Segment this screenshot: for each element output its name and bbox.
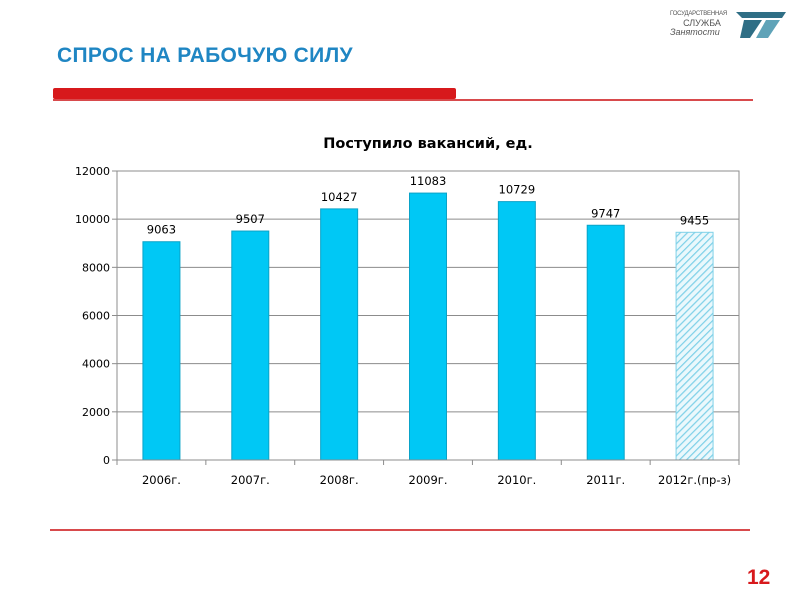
bar [231, 230, 270, 461]
bar [409, 192, 447, 461]
employment-service-emblem-icon [736, 12, 786, 38]
x-tick-label: 2011г. [586, 473, 625, 487]
logo-text-line1: ГОСУДАРСТВЕННАЯ [670, 11, 728, 17]
logo-text-line2: СЛУЖБА [683, 18, 721, 28]
y-tick-label: 12000 [75, 165, 110, 178]
data-label: 9063 [147, 223, 176, 237]
x-tick-label: 2010г. [497, 473, 536, 487]
logo-text-line3: Занятости [670, 27, 720, 37]
y-tick-label: 2000 [82, 406, 110, 419]
bottom-divider-line [50, 529, 750, 531]
x-tick-label: 2006г. [142, 473, 181, 487]
data-label: 9455 [680, 213, 709, 227]
data-label: 10729 [499, 183, 536, 197]
y-tick-label: 8000 [82, 261, 110, 274]
x-tick-label: 2007г. [231, 473, 270, 487]
data-label: 9747 [591, 206, 620, 220]
y-tick-label: 6000 [82, 310, 110, 323]
slide-title: СПРОС НА РАБОЧУЮ СИЛУ [57, 44, 353, 67]
x-tick-label: 2009г. [409, 473, 448, 487]
x-tick-label: 2012г.(пр-з) [658, 473, 731, 487]
chart-title: Поступило вакансий, ед. [323, 136, 533, 152]
bar [142, 241, 181, 461]
bar [497, 201, 536, 461]
bar [320, 208, 359, 461]
bar-forecast [675, 231, 714, 461]
y-tick-label: 10000 [75, 213, 110, 226]
employment-service-logo: ГОСУДАРСТВЕННАЯ СЛУЖБА Занятости [670, 10, 790, 40]
data-label: 11083 [410, 174, 447, 188]
x-tick-label: 2008г. [320, 473, 359, 487]
y-tick-label: 0 [103, 454, 110, 467]
title-divider-line [53, 99, 753, 101]
page-number: 12 [747, 566, 771, 589]
title-accent-bar [53, 88, 456, 99]
bar [586, 224, 625, 461]
data-label: 10427 [321, 190, 358, 204]
data-label: 9507 [236, 212, 265, 226]
y-tick-label: 4000 [82, 358, 110, 371]
